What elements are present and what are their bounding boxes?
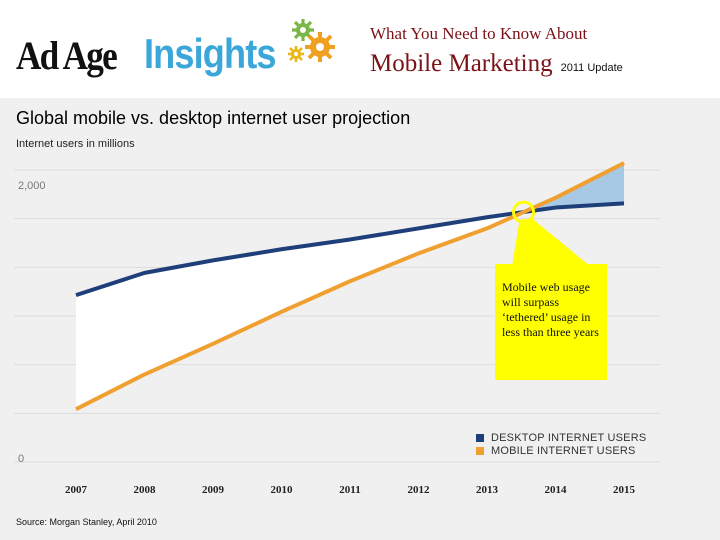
report-topic-line: Mobile Marketing 2011 Update (370, 50, 710, 78)
green-gear-icon (292, 19, 314, 41)
edition-label: 2011 Update (560, 62, 623, 74)
chart-subtitle: Internet users in millions (16, 138, 135, 150)
x-tick-label: 2007 (65, 484, 88, 496)
product-wordmark: Insights (144, 30, 276, 77)
gap-area-mobile-lead (523, 163, 624, 213)
legend-swatch-desktop (476, 433, 484, 442)
x-tick-label: 2011 (339, 484, 360, 496)
x-tick-label: 2012 (408, 484, 431, 496)
x-tick-label: 2015 (613, 484, 636, 496)
x-tick-label: 2010 (271, 484, 294, 496)
callout-text: Mobile web usage will surpass ‘tethered’… (502, 280, 599, 339)
chart-title: Global mobile vs. desktop internet user … (16, 108, 411, 128)
yellow-gear-icon (288, 46, 304, 62)
legend-swatch-mobile (476, 446, 484, 455)
source-note: Source: Morgan Stanley, April 2010 (16, 517, 157, 527)
legend-label-mobile: MOBILE INTERNET USERS (491, 444, 636, 457)
x-tick-label: 2008 (134, 484, 157, 496)
legend-item-mobile: MOBILE INTERNET USERS (476, 444, 646, 457)
orange-gear-icon (305, 32, 335, 62)
callout-box: Mobile web usage will surpass ‘tethered’… (495, 264, 607, 380)
y-tick-label: 0 (18, 453, 24, 465)
chart-legend: DESKTOP INTERNET USERS MOBILE INTERNET U… (476, 431, 646, 457)
ad-age-insights-logo: Ad Age Insights (14, 14, 335, 84)
x-tick-label: 2013 (476, 484, 499, 496)
legend-label-desktop: DESKTOP INTERNET USERS (491, 431, 647, 444)
callout-pointer (512, 218, 590, 266)
report-line: What You Need to Know About (370, 24, 588, 43)
gap-area-desktop-lead (76, 163, 624, 410)
crossover-marker (512, 200, 536, 224)
y-tick-label: 2,000 (18, 180, 46, 192)
report-topic: Mobile Marketing (370, 50, 553, 77)
brand-wordmark: Ad Age (16, 33, 118, 78)
gears-icon (288, 19, 335, 62)
x-tick-label: 2009 (202, 484, 225, 496)
x-tick-label: 2014 (545, 484, 568, 496)
legend-item-desktop: DESKTOP INTERNET USERS (476, 431, 646, 444)
report-header: What You Need to Know About Mobile Marke… (370, 24, 710, 78)
